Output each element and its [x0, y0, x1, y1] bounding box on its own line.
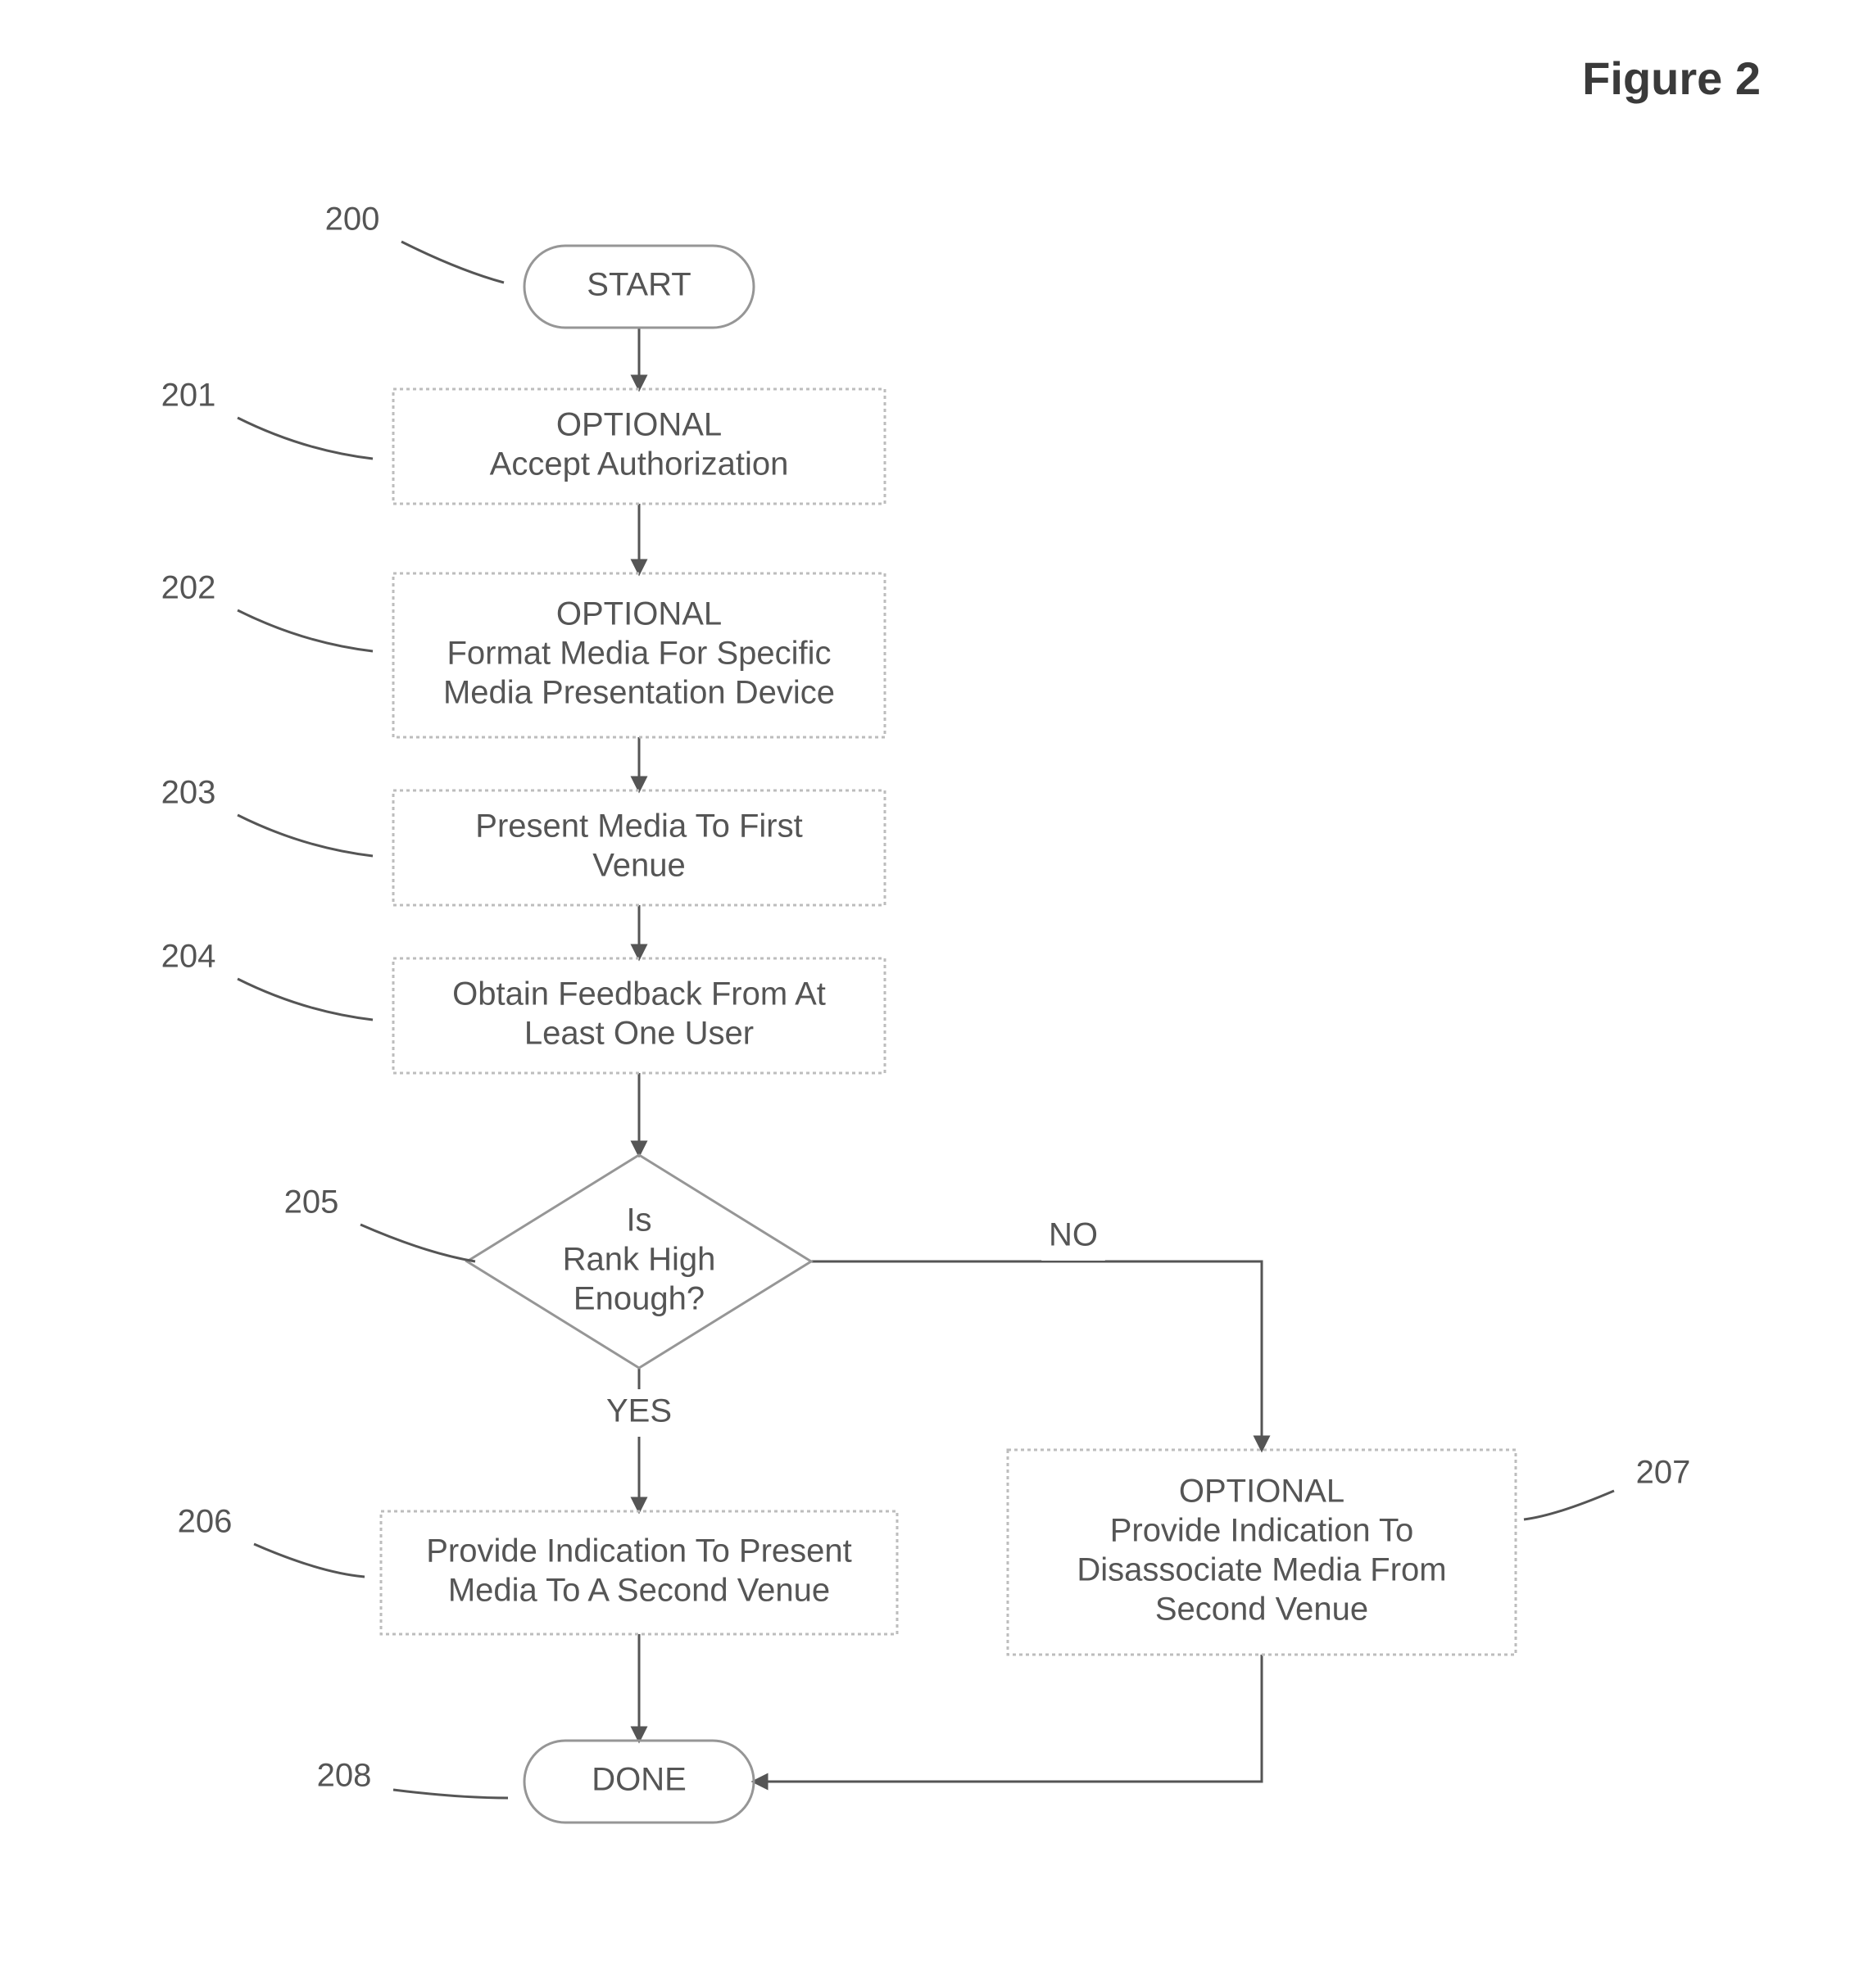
figure-title: Figure 2 [1582, 52, 1761, 104]
node-text-n202: OPTIONAL Format Media For SpecificMedia P… [443, 596, 835, 711]
node-text-done: DONE [592, 1762, 687, 1798]
lead-201 [238, 418, 373, 459]
lead-206 [254, 1544, 365, 1577]
ref-208: 208 [317, 1758, 372, 1794]
svg-text:Media Presentation Device: Media Presentation Device [443, 675, 835, 711]
node-text-n204: Obtain Feedback From At Least One User [452, 976, 826, 1052]
node-text-n207: OPTIONALProvide Indication ToDisassociat… [1077, 1474, 1446, 1628]
lead-200 [401, 242, 504, 283]
ref-200: 200 [325, 202, 380, 238]
svg-text:OPTIONAL: OPTIONAL [556, 407, 722, 443]
svg-text:Media To A Second Venue: Media To A Second Venue [448, 1573, 830, 1609]
ref-labels-layer: 200 201 202 203 204 205 206 207 208 [161, 202, 1691, 1798]
svg-text:Second Venue: Second Venue [1155, 1592, 1368, 1628]
node-done: DONE [524, 1741, 754, 1823]
svg-text:Accept Authorization: Accept Authorization [490, 446, 789, 482]
svg-text:OPTIONAL: OPTIONAL [556, 596, 722, 632]
ref-201: 201 [161, 378, 216, 414]
node-n206: Provide Indication To Present Media To A … [381, 1511, 897, 1634]
node-decision: IsRank HighEnough? [467, 1155, 811, 1368]
svg-text:Venue: Venue [592, 848, 685, 884]
edge-n207-done [754, 1655, 1262, 1782]
lead-203 [238, 815, 373, 856]
svg-text:Format Media For Specific: Format Media For Specific [447, 636, 831, 672]
lead-205 [360, 1225, 475, 1261]
nodes-layer: STARTOPTIONALAccept AuthorizationOPTIONA… [381, 246, 1516, 1823]
node-text-n201: OPTIONALAccept Authorization [490, 407, 789, 482]
lead-208 [393, 1790, 508, 1798]
node-text-start: START [587, 267, 691, 303]
svg-text:Disassociate Media From: Disassociate Media From [1077, 1552, 1446, 1588]
node-n204: Obtain Feedback From At Least One User [393, 958, 885, 1073]
ref-205: 205 [284, 1184, 339, 1220]
edge-label-yes: YES [606, 1393, 672, 1429]
ref-207: 207 [1636, 1455, 1691, 1491]
svg-text:START: START [587, 267, 691, 303]
node-n203: Present Media To FirstVenue [393, 790, 885, 905]
svg-text:Enough?: Enough? [574, 1281, 705, 1317]
node-text-decision: IsRank HighEnough? [563, 1202, 716, 1317]
lead-207 [1524, 1491, 1614, 1519]
node-text-n206: Provide Indication To Present Media To A … [426, 1533, 852, 1609]
node-n207: OPTIONALProvide Indication ToDisassociat… [1008, 1450, 1516, 1655]
ref-202: 202 [161, 570, 216, 606]
node-start: START [524, 246, 754, 328]
svg-text:Is: Is [626, 1202, 651, 1239]
svg-text:OPTIONAL: OPTIONAL [1179, 1474, 1344, 1510]
node-n201: OPTIONALAccept Authorization [393, 389, 885, 504]
svg-text:Least One User: Least One User [524, 1016, 754, 1052]
ref-206: 206 [178, 1504, 233, 1540]
edge-decision-n207 [811, 1261, 1262, 1450]
svg-text:Provide Indication To: Provide Indication To [1110, 1513, 1414, 1549]
lead-202 [238, 610, 373, 651]
lead-204 [238, 979, 373, 1020]
node-n202: OPTIONAL Format Media For SpecificMedia P… [393, 573, 885, 737]
svg-text:Present Media To First: Present Media To First [475, 808, 802, 845]
node-text-n203: Present Media To FirstVenue [475, 808, 802, 884]
svg-text:DONE: DONE [592, 1762, 687, 1798]
ref-203: 203 [161, 775, 216, 811]
svg-text:Provide Indication To Present: Provide Indication To Present [426, 1533, 852, 1569]
svg-text:Obtain Feedback From At: Obtain Feedback From At [452, 976, 826, 1012]
ref-204: 204 [161, 939, 216, 975]
edge-label-no: NO [1049, 1217, 1098, 1253]
svg-text:Rank High: Rank High [563, 1242, 716, 1278]
